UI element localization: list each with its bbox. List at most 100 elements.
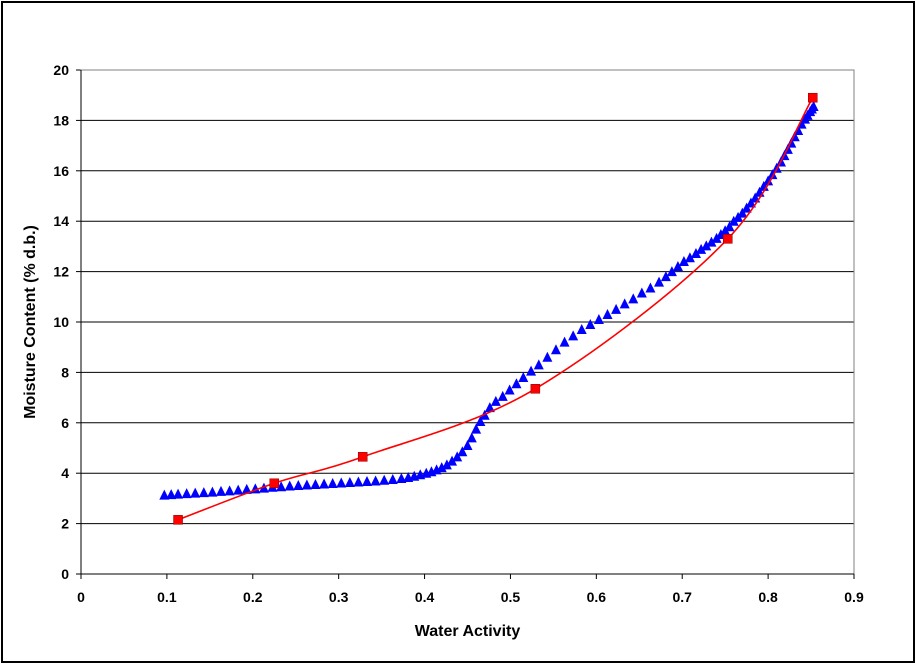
- data-point-triangle: [690, 247, 701, 258]
- data-point-triangle: [447, 455, 458, 466]
- data-point-triangle: [159, 489, 170, 500]
- series-1: [159, 101, 819, 500]
- data-point-triangle: [497, 390, 508, 401]
- data-point-triangle: [173, 488, 184, 499]
- data-point-triangle: [190, 487, 201, 498]
- data-point-triangle: [336, 477, 347, 488]
- y-tick-label: 16: [53, 163, 69, 179]
- data-point-triangle: [737, 207, 748, 218]
- data-point-triangle: [741, 202, 752, 213]
- data-point-triangle: [353, 476, 364, 487]
- data-point-triangle: [436, 462, 447, 473]
- data-point-triangle: [293, 480, 304, 491]
- data-point-square: [530, 384, 541, 394]
- data-point-triangle: [457, 446, 468, 457]
- data-point-triangle: [166, 489, 177, 500]
- y-tick-label: 12: [53, 264, 69, 280]
- y-tick-label: 18: [53, 112, 69, 128]
- y-tick-label: 4: [61, 465, 69, 481]
- y-tick-label: 0: [61, 566, 69, 582]
- y-tick-label: 10: [53, 314, 69, 330]
- data-point-triangle: [724, 221, 735, 232]
- data-point-triangle: [471, 423, 482, 434]
- axes: [80, 70, 854, 575]
- data-point-square: [173, 515, 183, 525]
- y-tick-labels: 0 2 4 6 8 10 12 14 16 18 20: [53, 62, 69, 582]
- y-tick-label: 2: [61, 516, 69, 532]
- data-point-square: [722, 234, 733, 244]
- data-point-triangle: [215, 485, 226, 496]
- data-point-triangle: [660, 271, 671, 282]
- data-series: [159, 92, 819, 525]
- series-line: [177, 97, 814, 521]
- data-point-triangle: [645, 282, 656, 293]
- data-point-triangle: [504, 384, 515, 395]
- data-point-triangle: [370, 475, 381, 486]
- y-tick-label: 6: [61, 415, 69, 431]
- grid-lines: [76, 69, 854, 575]
- data-point-triangle: [518, 371, 529, 382]
- data-point-triangle: [696, 243, 707, 254]
- x-tick-label: 0.4: [415, 589, 435, 605]
- y-tick-label: 14: [53, 213, 69, 229]
- data-point-triangle: [462, 439, 473, 450]
- data-point-triangle: [706, 236, 717, 247]
- data-point-square: [357, 452, 368, 462]
- series-2: [173, 92, 818, 525]
- data-point-triangle: [181, 488, 192, 499]
- data-point-triangle: [475, 416, 486, 427]
- data-point-triangle: [585, 319, 596, 330]
- data-point-triangle: [611, 303, 622, 314]
- data-point-square: [808, 92, 818, 103]
- y-axis-title: Moisture Content (% d.b.): [22, 225, 39, 419]
- data-point-triangle: [198, 487, 209, 498]
- data-point-triangle: [301, 479, 312, 490]
- data-point-triangle: [550, 344, 561, 355]
- x-tick-label: 0.8: [758, 589, 778, 605]
- data-point-triangle: [452, 451, 463, 462]
- data-point-triangle: [593, 313, 604, 324]
- x-tick-label: 0: [77, 589, 85, 605]
- x-tick-label: 0.2: [243, 589, 263, 605]
- data-point-triangle: [619, 298, 630, 309]
- data-point-triangle: [224, 485, 235, 496]
- data-point-triangle: [241, 483, 252, 494]
- data-point-triangle: [602, 308, 613, 319]
- data-point-square: [269, 478, 279, 489]
- data-point-triangle: [576, 324, 587, 335]
- data-point-triangle: [654, 276, 665, 287]
- data-point-triangle: [466, 432, 477, 443]
- data-point-triangle: [233, 484, 244, 495]
- data-point-triangle: [396, 472, 407, 483]
- data-point-triangle: [327, 478, 338, 489]
- x-tick-label: 0.9: [844, 589, 864, 605]
- data-point-triangle: [808, 101, 819, 112]
- data-point-triangle: [207, 486, 218, 497]
- x-tick-label: 0.6: [587, 589, 607, 605]
- data-point-triangle: [362, 476, 373, 487]
- data-point-triangle: [628, 293, 639, 304]
- data-point-triangle: [684, 252, 695, 263]
- y-tick-label: 20: [53, 62, 69, 78]
- data-point-triangle: [387, 474, 398, 484]
- data-point-triangle: [767, 169, 778, 180]
- data-point-triangle: [276, 481, 287, 492]
- data-point-triangle: [441, 459, 452, 470]
- data-point-triangle: [559, 336, 570, 347]
- x-axis-title: Water Activity: [415, 623, 521, 640]
- data-point-triangle: [526, 365, 537, 376]
- data-point-triangle: [310, 479, 321, 490]
- data-point-triangle: [568, 330, 579, 341]
- data-point-triangle: [636, 287, 647, 298]
- x-tick-labels: 0 0.1 0.2 0.3 0.4 0.5 0.6 0.7 0.8 0.9: [77, 574, 864, 605]
- x-tick-label: 0.7: [672, 589, 692, 605]
- data-point-triangle: [511, 378, 522, 389]
- x-tick-label: 0.5: [501, 589, 521, 605]
- y-tick-label: 8: [61, 364, 69, 380]
- data-point-triangle: [672, 261, 683, 272]
- data-point-triangle: [666, 266, 677, 277]
- data-point-triangle: [678, 256, 689, 267]
- data-point-triangle: [542, 351, 553, 362]
